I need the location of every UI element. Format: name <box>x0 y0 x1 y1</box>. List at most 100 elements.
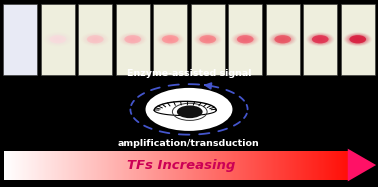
Bar <box>164 151 166 180</box>
Circle shape <box>312 35 328 43</box>
Bar <box>90 151 91 180</box>
Bar <box>129 151 130 180</box>
Bar <box>40 4 75 75</box>
Bar <box>231 151 232 180</box>
Circle shape <box>160 34 180 44</box>
Circle shape <box>233 33 257 45</box>
Bar <box>288 151 290 180</box>
Bar <box>281 151 283 180</box>
Circle shape <box>163 36 178 43</box>
Bar <box>207 151 208 180</box>
Bar <box>259 151 261 180</box>
Bar <box>245 151 246 180</box>
Circle shape <box>311 35 329 44</box>
Bar <box>216 151 217 180</box>
Bar <box>225 151 226 180</box>
Bar <box>28 151 29 180</box>
Bar <box>224 151 225 180</box>
Bar <box>94 151 96 180</box>
Bar <box>210 151 212 180</box>
Bar <box>104 151 105 180</box>
Circle shape <box>124 35 141 43</box>
Bar <box>8 151 10 180</box>
Bar <box>37 151 39 180</box>
Bar <box>57 151 58 180</box>
Bar <box>118 151 120 180</box>
Bar <box>9 151 11 180</box>
Circle shape <box>309 34 332 45</box>
Circle shape <box>200 36 215 43</box>
Bar <box>181 151 183 180</box>
Bar <box>329 151 331 180</box>
Bar <box>176 151 177 180</box>
Bar <box>273 151 275 180</box>
Circle shape <box>271 34 294 45</box>
Circle shape <box>123 34 143 44</box>
Bar <box>197 151 198 180</box>
Circle shape <box>200 35 216 43</box>
Bar <box>87 151 89 180</box>
Bar <box>144 151 145 180</box>
Circle shape <box>50 35 66 43</box>
Circle shape <box>91 37 100 42</box>
Circle shape <box>308 33 332 45</box>
Bar <box>145 151 146 180</box>
Bar <box>76 151 77 180</box>
Bar <box>136 151 137 180</box>
Bar <box>139 151 141 180</box>
Circle shape <box>203 37 213 42</box>
Bar <box>347 151 348 180</box>
Bar <box>237 151 238 180</box>
Bar <box>153 4 187 75</box>
Bar <box>317 151 318 180</box>
Bar <box>212 151 214 180</box>
Bar <box>332 151 333 180</box>
Bar <box>106 151 107 180</box>
Bar <box>79 151 81 180</box>
Circle shape <box>94 39 97 40</box>
Bar <box>201 151 203 180</box>
Bar <box>311 151 313 180</box>
Bar <box>131 151 133 180</box>
Circle shape <box>314 36 326 42</box>
Circle shape <box>197 34 219 45</box>
Circle shape <box>349 35 366 43</box>
Circle shape <box>199 35 217 44</box>
Bar <box>187 151 189 180</box>
Bar <box>73 151 74 180</box>
Circle shape <box>276 36 290 43</box>
Bar <box>304 151 306 180</box>
Bar <box>4 151 5 180</box>
Bar <box>23 151 25 180</box>
Circle shape <box>307 33 333 46</box>
Circle shape <box>160 34 181 45</box>
Bar <box>186 151 187 180</box>
Bar <box>189 151 191 180</box>
Bar <box>36 151 37 180</box>
Bar <box>50 151 51 180</box>
Bar <box>60 151 62 180</box>
Circle shape <box>245 39 246 40</box>
Circle shape <box>281 39 284 40</box>
Circle shape <box>280 38 286 41</box>
Bar <box>83 151 84 180</box>
Bar <box>235 151 237 180</box>
Bar <box>289 151 291 180</box>
Bar <box>309 151 310 180</box>
Bar <box>112 151 113 180</box>
Bar <box>326 151 327 180</box>
Bar <box>333 151 335 180</box>
Bar <box>121 151 122 180</box>
Circle shape <box>235 34 256 45</box>
Circle shape <box>316 37 324 41</box>
Bar <box>247 151 248 180</box>
Circle shape <box>279 37 287 41</box>
Circle shape <box>313 36 328 43</box>
Bar <box>260 151 262 180</box>
Bar <box>43 151 44 180</box>
Bar <box>327 151 328 180</box>
Bar <box>248 151 249 180</box>
Bar <box>338 151 339 180</box>
Bar <box>117 151 119 180</box>
Bar <box>147 151 149 180</box>
